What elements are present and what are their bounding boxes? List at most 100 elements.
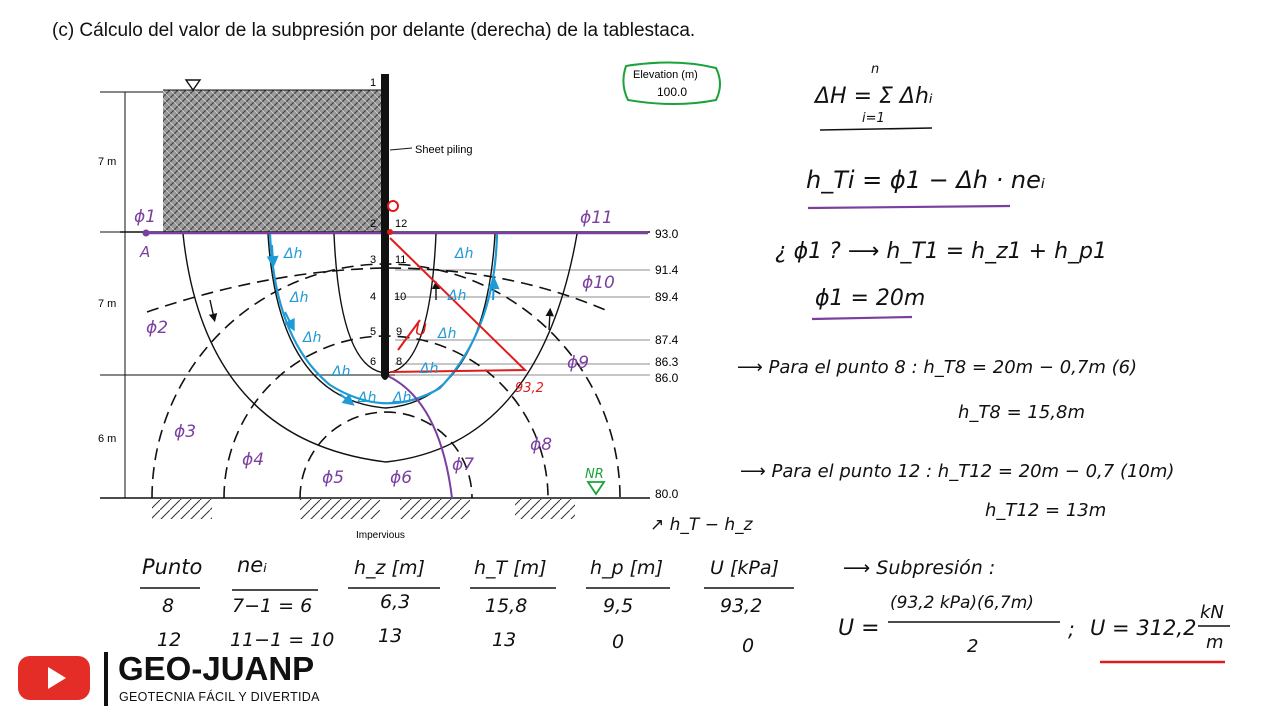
elevation-label-800: 80.0 [655,487,679,501]
table-header-hz: h_z [m] [354,557,425,579]
u-units-den: m [1206,632,1224,653]
table-row-2-hp: 0 [612,631,624,653]
elevation-label-914: 91.4 [655,263,679,277]
semicolon: ; [1068,617,1075,641]
phi-label-4: ϕ4 [242,450,264,470]
phi-label-8: ϕ8 [530,435,552,455]
brand-tagline: GEOTECNIA FÁCIL Y DIVERTIDA [119,690,320,704]
dh-label-4: Δh [331,364,350,380]
u-result: U = 312,2 [1090,616,1196,640]
point-number-6: 6 [370,356,376,368]
brand-name: GEO-JUANP [118,650,315,687]
table-row-1-ne: 7−1 = 6 [232,595,312,617]
table-row-2-punto: 12 [157,629,181,651]
dh-label-2: Δh [289,290,308,306]
dh-label-9: Δh [447,288,466,304]
point-number-11: 11 [395,254,406,266]
uplift-diagram [387,200,528,373]
water-level-icon [184,79,202,92]
red-value: 93,2 [515,381,544,396]
phi-label-11: ϕ11 [580,208,613,228]
results-table: Punto neᵢ h_z [m] h_T [m] h_p [m] U [kPa… [140,553,794,657]
dh-label-7: Δh [419,361,438,377]
dh-label-8: Δh [437,326,456,342]
eq1-lower: i=1 [862,111,885,126]
hp-note: ↗ h_T − h_z [650,515,754,535]
u-units-num: kN [1200,602,1224,623]
datum-icon [586,481,606,496]
point-number-1: 1 [370,77,376,89]
table-row-2-ne: 11−1 = 10 [230,629,334,651]
table-row-1-hz: 6,3 [380,591,410,613]
phi-label-9: ϕ9 [567,353,589,373]
elevation-box-label: Elevation (m) [633,69,698,81]
depth-label-2: 7 m [98,298,116,310]
phi-label-5: ϕ5 [322,468,344,488]
point-number-12: 12 [395,218,407,230]
eq4: ϕ1 = 20m [815,286,925,311]
point-number-9: 9 [396,326,402,338]
eq1-upper: n [871,62,879,77]
brand-divider [104,652,108,706]
point-number-4: 4 [370,291,376,303]
phi-label-7: ϕ7 [452,455,474,475]
table-header-punto: Punto [142,555,202,579]
point-number-3: 3 [370,254,376,266]
table-header-hp: h_p [m] [590,557,663,579]
phi-label-1: ϕ1 [134,207,156,227]
dh-label-1: Δh [283,246,302,262]
point-number-5: 5 [370,326,376,338]
nr-label: NR [585,467,604,482]
youtube-play-icon[interactable] [18,656,90,700]
red-zero: 0 [398,211,399,213]
eq2: h_Ti = ϕ1 − Δh · neᵢ [806,166,1045,194]
table-row-2-u: 0 [742,635,754,657]
phi-label-2: ϕ2 [146,318,168,338]
equations: ΔH = Σ Δhᵢ n i=1 h_Ti = ϕ1 − Δh · neᵢ ¿ … [650,62,1230,664]
impervious-label: Impervious [356,530,405,541]
depth-label-3: 6 m [98,433,116,445]
elevation-label-863: 86.3 [655,355,679,369]
table-row-1-u: 93,2 [720,595,762,617]
u-formula-lhs: U = [838,616,880,641]
table-header-ne: neᵢ [237,553,267,577]
table-row-1-ht: 15,8 [485,595,527,617]
point-number-10: 10 [394,291,406,303]
phi-label-3: ϕ3 [174,422,196,442]
point-number-2: 2 [370,218,376,230]
depth-label-1: 7 m [98,156,116,168]
point-a-label: A [139,243,150,261]
eq6: h_T8 = 15,8m [958,402,1085,423]
sheet-piling-label: Sheet piling [415,144,473,156]
page-title: (c) Cálculo del valor de la subpresión p… [52,20,696,41]
u-formula-num: (93,2 kPa)(6,7m) [890,593,1034,613]
point-number-8: 8 [396,356,402,368]
dh-label-6: Δh [392,390,411,406]
elevation-label-874: 87.4 [655,333,679,347]
table-row-1-hp: 9,5 [603,595,633,617]
elevation-label-93: 93.0 [655,227,679,241]
eq5: ⟶ Para el punto 8 : h_T8 = 20m − 0,7m (6… [737,357,1137,378]
elevation-box-value: 100.0 [657,85,687,99]
elevation-box: Elevation (m) 100.0 [622,61,721,105]
phi-label-10: ϕ10 [582,273,615,293]
table-row-2-hz: 13 [378,625,402,647]
table-header-u: U [kPa] [710,557,779,579]
dh-label-5: Δh [357,390,376,406]
table-header-ht: h_T [m] [474,557,547,579]
eq3: ¿ ϕ1 ? ⟶ h_T1 = h_z1 + h_p1 [775,239,1107,264]
elevation-label-860: 86.0 [655,371,679,385]
phi7-line [385,374,453,499]
elevation-label-894: 89.4 [655,290,679,304]
eq7: ⟶ Para el punto 12 : h_T12 = 20m − 0,7 (… [740,461,1174,482]
sheet-piling [381,74,389,376]
eq8: h_T12 = 13m [985,500,1106,521]
eq1: ΔH = Σ Δhᵢ [813,84,933,109]
phi-label-6: ϕ6 [390,468,412,488]
table-row-1-punto: 8 [162,595,174,617]
u-formula-den: 2 [967,636,978,657]
dh-label-3: Δh [302,330,321,346]
dh-label-10: Δh [454,246,473,262]
u-label: U [415,320,427,339]
